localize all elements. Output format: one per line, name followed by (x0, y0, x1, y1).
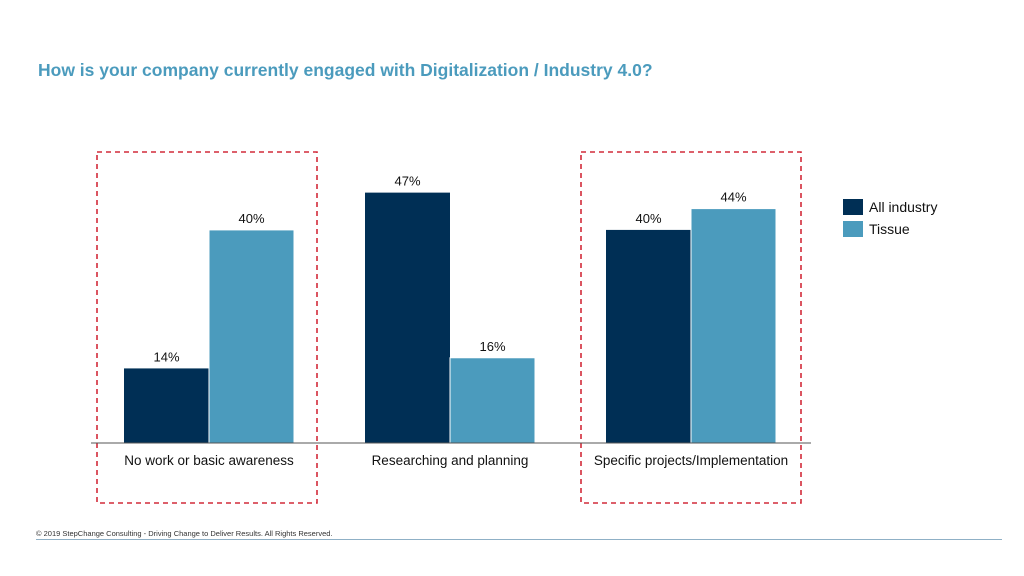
bar-tissue-researching-and-planning (449, 357, 536, 444)
category-label-no-work-or-basic-awareness: No work or basic awareness (124, 453, 294, 468)
bar-all-industry-specific-projects-implementation (606, 229, 691, 443)
chart-title: How is your company currently engaged wi… (38, 60, 653, 80)
legend-item-all-industry: All industry (843, 196, 937, 218)
highlight-box-specific-projects-implementation (580, 151, 802, 504)
legend-item-tissue: Tissue (843, 218, 937, 240)
legend-swatch-all-industry (843, 199, 863, 215)
data-label-all-industry-no-work-or-basic-awareness: 14% (153, 349, 179, 364)
bar-tissue-specific-projects-implementation (690, 208, 777, 444)
legend-label-tissue: Tissue (869, 221, 910, 237)
legend-swatch-tissue (843, 221, 863, 237)
bar-all-industry-no-work-or-basic-awareness (124, 368, 209, 443)
data-label-tissue-specific-projects-implementation: 44% (720, 190, 746, 205)
category-label-specific-projects-implementation: Specific projects/Implementation (594, 453, 788, 468)
data-label-tissue-no-work-or-basic-awareness: 40% (238, 211, 264, 226)
legend-label-all-industry: All industry (869, 199, 938, 215)
copyright-footer: © 2019 StepChange Consulting - Driving C… (36, 529, 333, 538)
footer-divider (36, 539, 1002, 540)
category-label-researching-and-planning: Researching and planning (372, 453, 529, 468)
data-label-all-industry-specific-projects-implementation: 40% (635, 211, 661, 226)
data-label-tissue-researching-and-planning: 16% (479, 339, 505, 354)
highlight-box-no-work-or-basic-awareness (96, 151, 318, 504)
data-label-all-industry-researching-and-planning: 47% (394, 174, 420, 189)
bar-tissue-no-work-or-basic-awareness (208, 229, 295, 444)
bar-all-industry-researching-and-planning (365, 192, 450, 443)
chart-legend: All industry Tissue (843, 196, 937, 240)
